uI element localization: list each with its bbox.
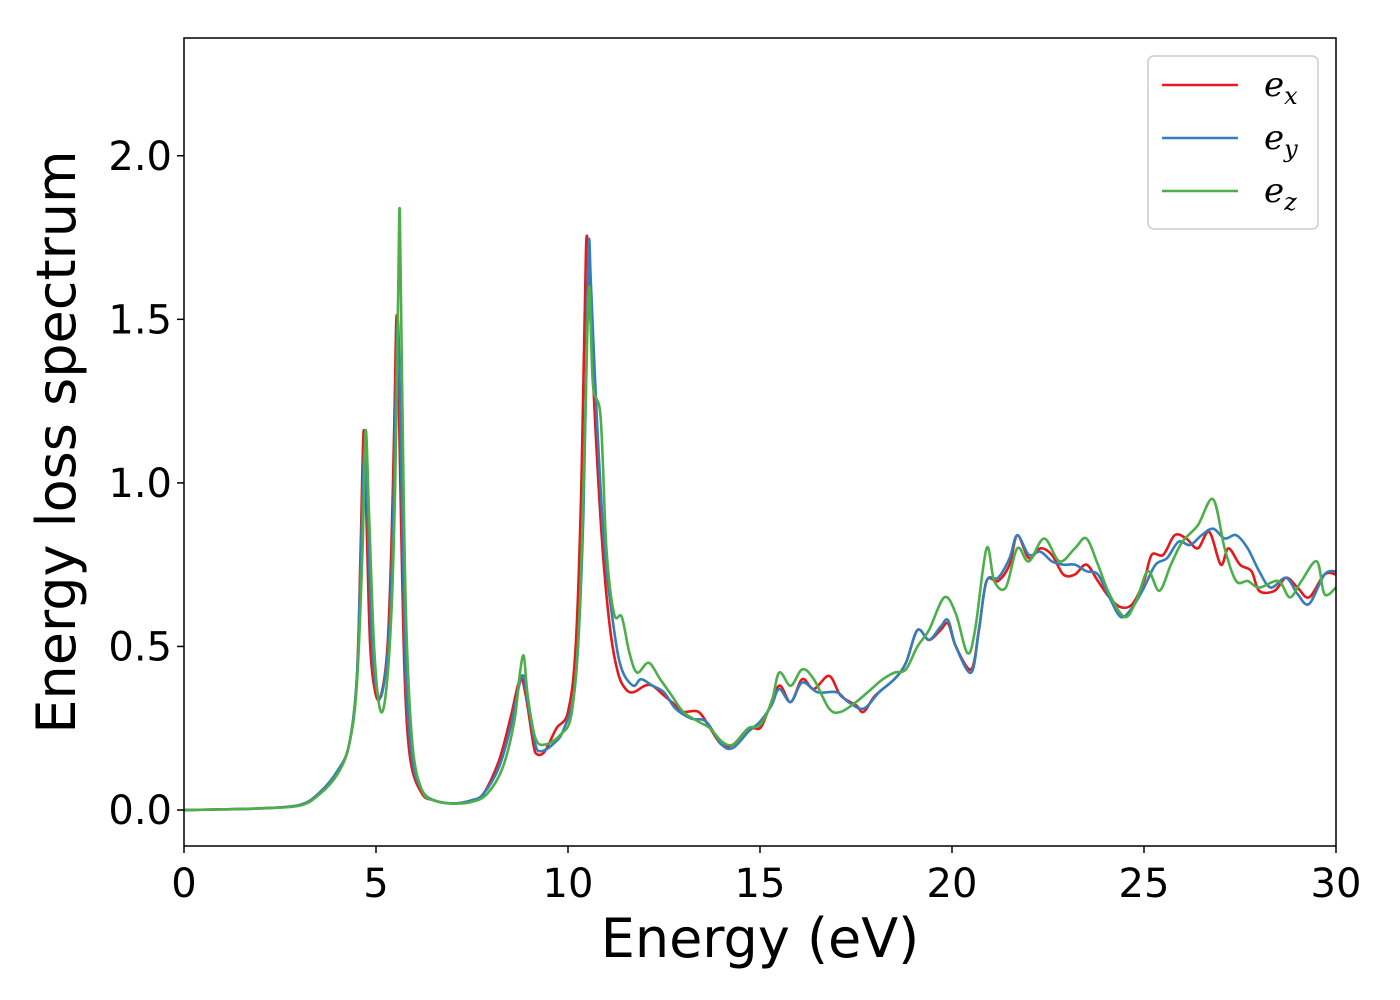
x-tick-label: 15 (735, 861, 786, 907)
y-tick-label: 0.5 (108, 624, 172, 670)
series-layer (184, 206, 1336, 812)
y-tick-label: 2.0 (108, 134, 172, 180)
x-axis-title: Energy (eV) (601, 907, 920, 970)
x-tick-label: 10 (543, 861, 594, 907)
y-axis-ticks: 0.0 0.5 1.0 1.5 2.0 (108, 134, 184, 834)
legend-label-x: ex (1264, 65, 1298, 110)
series-line-z (184, 206, 1336, 812)
legend-label-y: ey (1264, 118, 1298, 163)
y-tick-label: 0.0 (108, 788, 172, 834)
x-tick-label: 25 (1119, 861, 1170, 907)
x-tick-label: 5 (363, 861, 388, 907)
x-tick-label: 20 (927, 861, 978, 907)
y-tick-label: 1.0 (108, 461, 172, 507)
y-tick-label: 1.5 (108, 297, 172, 343)
x-axis-ticks: 0 5 10 15 20 25 30 (171, 846, 1361, 907)
x-tick-label: 30 (1311, 861, 1362, 907)
legend-box (1147, 55, 1319, 230)
x-tick-label: 0 (171, 861, 196, 907)
y-axis-title: Energy loss spectrum (25, 150, 88, 733)
